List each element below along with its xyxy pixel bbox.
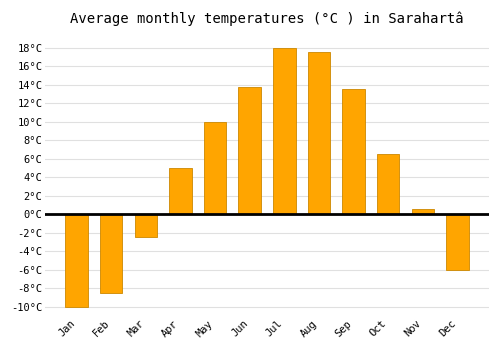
Bar bbox=[238, 88, 261, 214]
Bar bbox=[308, 52, 330, 214]
Bar bbox=[273, 48, 295, 214]
Title: Average monthly temperatures (°C ) in Sarahartâ: Average monthly temperatures (°C ) in Sa… bbox=[70, 11, 464, 26]
Bar bbox=[100, 214, 122, 293]
Bar bbox=[169, 168, 192, 214]
Bar bbox=[412, 209, 434, 214]
Bar bbox=[204, 121, 227, 214]
Bar bbox=[377, 154, 400, 214]
Bar bbox=[446, 214, 468, 270]
Bar bbox=[66, 214, 88, 307]
Bar bbox=[134, 214, 157, 237]
Bar bbox=[342, 89, 365, 214]
